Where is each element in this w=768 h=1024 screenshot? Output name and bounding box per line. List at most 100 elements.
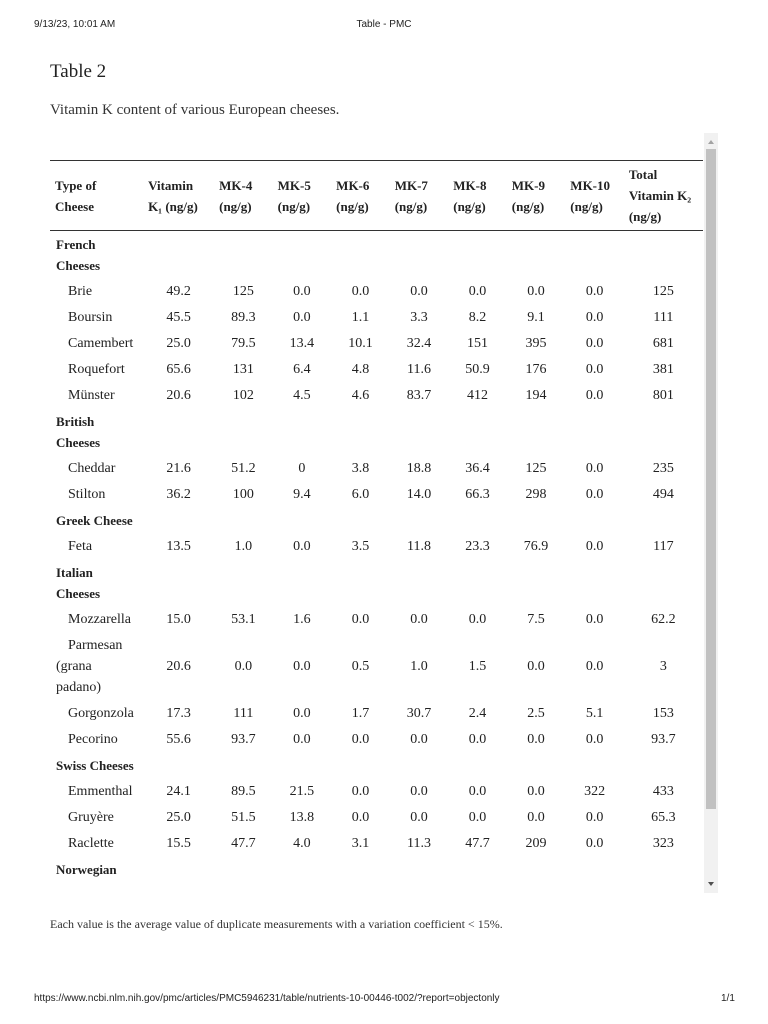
empty-cell (331, 856, 390, 882)
value-cell: 0.0 (410, 611, 428, 627)
empty-cell (624, 231, 703, 279)
group-label: British Cheeses (56, 413, 101, 450)
data-row: Camembert 25.0 79.5 13.4 10.1 32.4 151 395 0.0 68… (50, 330, 703, 356)
value-cell: 0.0 (585, 361, 604, 377)
value-cell: 11.8 (406, 538, 431, 554)
empty-cell (273, 752, 332, 778)
table-head: Type of Cheese Vitamin K₁ (ng/g) MK-4 (ng/… (50, 160, 703, 231)
scrollbar[interactable] (704, 133, 718, 893)
value-cell: 53.1 (231, 611, 256, 627)
column-header: MK-8 (ng/g) (448, 160, 507, 231)
value-cell: 412 (467, 387, 488, 403)
empty-cell (448, 231, 507, 279)
table-body: French Cheeses Brie 49.2 125 0.0 0.0 0.0 0.0 0.0… (50, 231, 703, 883)
value-cell: 93.7 (231, 731, 256, 747)
column-header: MK-4 (ng/g) (214, 160, 273, 231)
column-header: Total Vitamin K₂ (ng/g) (623, 160, 703, 231)
value-cell: 4.5 (293, 387, 311, 403)
value-cell: 0.0 (410, 783, 428, 799)
value-cell: 395 (525, 335, 547, 351)
empty-cell (331, 559, 390, 606)
value-cell: 3 (659, 658, 667, 674)
column-header: MK-9 (ng/g) (506, 160, 566, 231)
value-cell: 47.7 (231, 835, 256, 851)
empty-cell (390, 507, 449, 533)
value-cell: 0.0 (585, 809, 604, 825)
scroll-up-arrow[interactable] (708, 140, 714, 144)
value-cell: 7.5 (527, 611, 545, 627)
empty-cell (448, 752, 507, 778)
value-cell: 1.7 (351, 705, 370, 721)
value-cell: 0.0 (351, 283, 370, 299)
cheese-name: Gorgonzola (68, 705, 134, 721)
cheese-name: Feta (68, 538, 93, 554)
value-cell: 4.0 (293, 835, 311, 851)
value-cell: 1.0 (234, 538, 253, 554)
empty-cell (448, 408, 507, 455)
value-cell: 209 (525, 835, 547, 851)
empty-cell (507, 507, 566, 533)
value-cell: 0.0 (293, 705, 311, 721)
data-row: Pecorino 55.6 93.7 0.0 0.0 0.0 0.0 0.0 0.0 93.7 (50, 726, 703, 752)
value-cell: 9.4 (293, 486, 311, 502)
scroll-thumb[interactable] (706, 149, 716, 809)
empty-cell (143, 231, 214, 279)
value-cell: 0.0 (585, 611, 604, 627)
column-header: MK-6 (ng/g) (331, 160, 390, 231)
group-label: Greek Cheese (56, 512, 133, 528)
value-cell: 17.3 (166, 705, 191, 721)
value-cell: 0.0 (527, 809, 545, 825)
group-row: Italian Cheeses (50, 559, 703, 606)
empty-cell (565, 752, 624, 778)
cheese-name: Brie (68, 283, 93, 299)
empty-cell (448, 507, 507, 533)
table-scroll-box[interactable]: Type of Cheese Vitamin K₁ (ng/g) MK-4 (ng/… (50, 133, 718, 893)
value-cell: 9.1 (527, 309, 545, 325)
value-cell: 5.1 (585, 705, 604, 721)
empty-cell (331, 752, 390, 778)
value-cell: 494 (652, 486, 674, 502)
value-cell: 25.0 (166, 809, 191, 825)
value-cell: 0.0 (468, 283, 487, 299)
value-cell: 65.6 (166, 361, 191, 377)
empty-cell (273, 231, 332, 279)
empty-cell (273, 507, 332, 533)
value-cell: 176 (525, 361, 547, 377)
value-cell: 1.6 (293, 611, 311, 627)
value-cell: 0.0 (585, 538, 604, 554)
empty-cell (273, 856, 332, 882)
data-row: Parmesan (grana padano) 20.6 0.0 0.0 0.5 1.0 1… (50, 632, 703, 700)
value-cell: 8.2 (468, 309, 487, 325)
value-cell: 50.9 (465, 361, 490, 377)
value-cell: 66.3 (465, 486, 490, 502)
value-cell: 0.0 (585, 283, 604, 299)
value-cell: 102 (232, 387, 254, 403)
value-cell: 0.0 (527, 283, 545, 299)
value-cell: 0.0 (468, 611, 487, 627)
value-cell: 3.3 (410, 309, 428, 325)
value-cell: 1.5 (468, 658, 487, 674)
value-cell: 0.0 (585, 658, 604, 674)
value-cell: 3.1 (351, 835, 370, 851)
table: Type of Cheese Vitamin K₁ (ng/g) MK-4 (ng/… (50, 160, 703, 882)
cheese-name: Parmesan (grana padano) (56, 637, 123, 695)
value-cell: 49.2 (166, 283, 191, 299)
empty-cell (331, 507, 390, 533)
value-cell: 20.6 (166, 387, 191, 403)
value-cell: 125 (525, 460, 547, 476)
column-header: MK-10 (ng/g) (565, 160, 624, 231)
header-row: Type of Cheese Vitamin K₁ (ng/g) MK-4 (ng/… (50, 160, 703, 231)
scroll-down-arrow[interactable] (708, 882, 714, 886)
empty-cell (143, 752, 214, 778)
empty-cell (507, 752, 566, 778)
value-cell: 65.3 (651, 809, 676, 825)
value-cell: 151 (467, 335, 488, 351)
value-cell: 6.0 (351, 486, 370, 502)
cheese-name: Boursin (68, 309, 113, 325)
data-row: Cheddar 21.6 51.2 0 3.8 18.8 36.4 125 0.0 235 (50, 455, 703, 481)
cheese-name: Emmenthal (68, 783, 133, 799)
empty-cell (507, 559, 566, 606)
value-cell: 15.5 (166, 835, 191, 851)
value-cell: 0.5 (351, 658, 370, 674)
